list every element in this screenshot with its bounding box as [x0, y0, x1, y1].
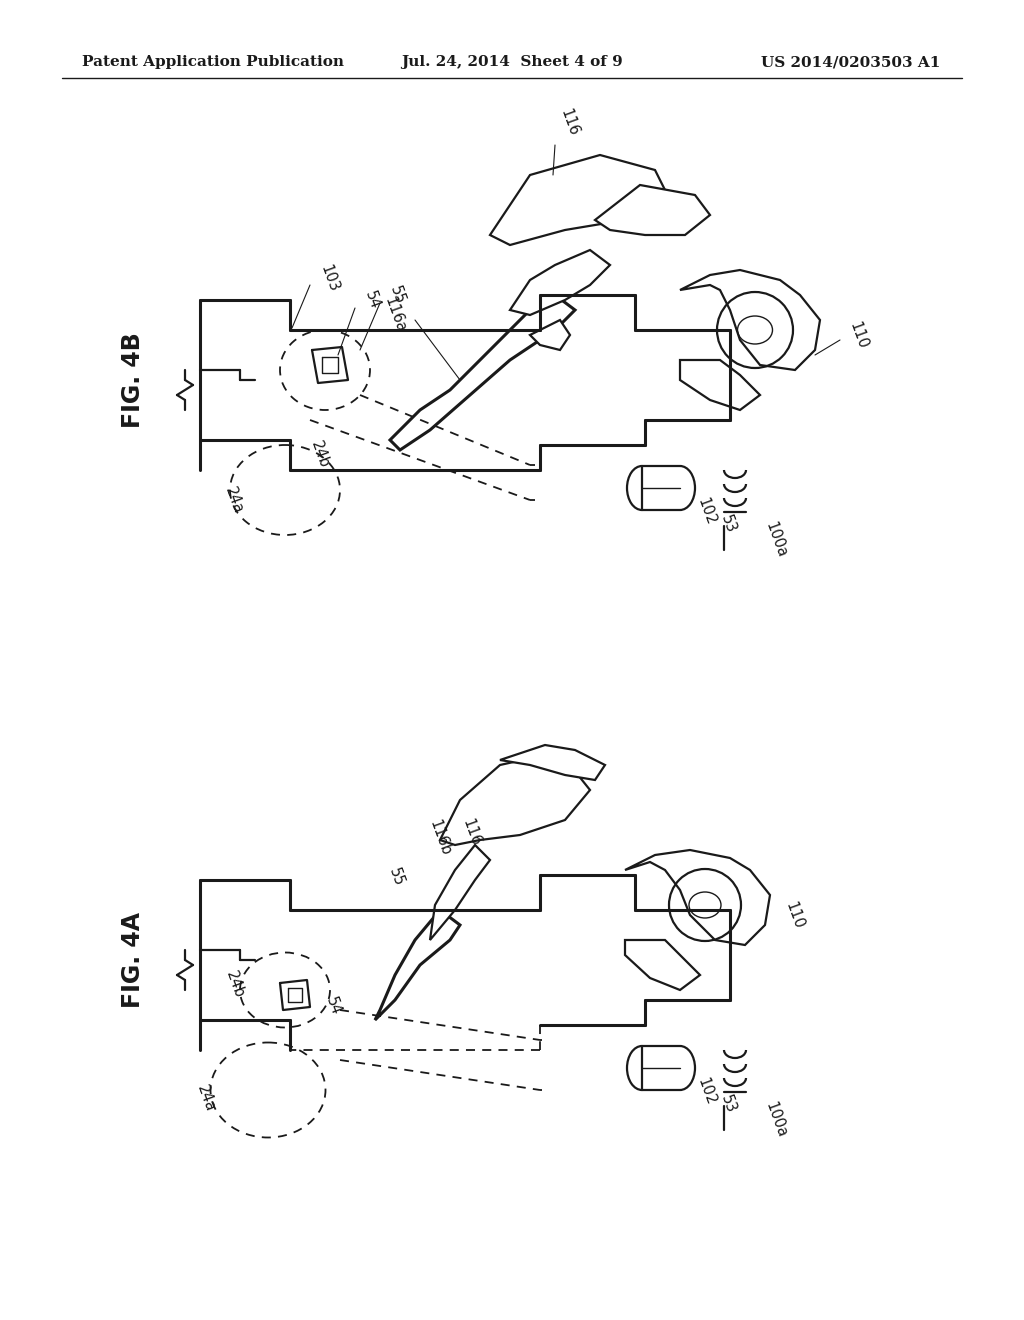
Text: 110: 110 — [783, 900, 807, 932]
Text: 24a: 24a — [222, 484, 246, 516]
Polygon shape — [680, 271, 820, 370]
Text: US 2014/0203503 A1: US 2014/0203503 A1 — [761, 55, 940, 69]
Text: 24a: 24a — [195, 1082, 218, 1114]
Text: FIG. 4B: FIG. 4B — [121, 333, 145, 428]
Text: 55: 55 — [387, 284, 408, 306]
Polygon shape — [430, 845, 490, 940]
Polygon shape — [500, 744, 605, 780]
Polygon shape — [510, 249, 610, 315]
Text: 54: 54 — [362, 289, 382, 312]
Text: 103: 103 — [318, 263, 342, 293]
Polygon shape — [390, 294, 575, 450]
Text: Patent Application Publication: Patent Application Publication — [82, 55, 344, 69]
Text: Jul. 24, 2014  Sheet 4 of 9: Jul. 24, 2014 Sheet 4 of 9 — [401, 55, 623, 69]
Polygon shape — [625, 940, 700, 990]
Polygon shape — [375, 909, 460, 1020]
Text: 53: 53 — [718, 1093, 738, 1115]
Text: 102: 102 — [695, 496, 719, 528]
Text: 116: 116 — [460, 816, 483, 847]
Polygon shape — [595, 185, 710, 235]
Text: 116: 116 — [558, 107, 582, 139]
Text: 100a: 100a — [763, 1100, 790, 1140]
Text: FIG. 4A: FIG. 4A — [121, 912, 145, 1008]
Polygon shape — [625, 850, 770, 945]
Text: 110: 110 — [847, 321, 870, 351]
Text: 24b: 24b — [308, 440, 332, 471]
Text: 100a: 100a — [763, 520, 790, 560]
Text: 102: 102 — [695, 1076, 719, 1107]
Text: 54: 54 — [323, 995, 343, 1018]
Polygon shape — [530, 319, 570, 350]
Text: 53: 53 — [718, 512, 738, 535]
Polygon shape — [440, 755, 590, 845]
Text: 55: 55 — [386, 866, 407, 888]
Text: 116b: 116b — [427, 818, 454, 858]
Text: 116a: 116a — [381, 296, 408, 335]
Polygon shape — [680, 360, 760, 411]
Polygon shape — [490, 154, 670, 246]
Text: 24b: 24b — [223, 969, 247, 1001]
